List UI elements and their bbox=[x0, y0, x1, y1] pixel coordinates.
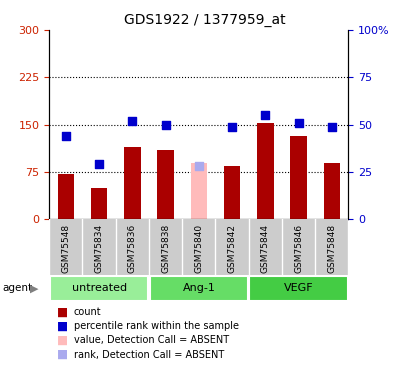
Text: ■: ■ bbox=[57, 320, 68, 333]
Text: count: count bbox=[74, 307, 101, 317]
Text: GSM75836: GSM75836 bbox=[128, 224, 137, 273]
Text: percentile rank within the sample: percentile rank within the sample bbox=[74, 321, 238, 331]
Point bbox=[261, 112, 268, 118]
Point bbox=[96, 162, 102, 168]
Text: ■: ■ bbox=[57, 348, 68, 361]
Point bbox=[63, 133, 69, 139]
Bar bbox=[249, 276, 347, 300]
Text: GSM75548: GSM75548 bbox=[61, 224, 70, 273]
Bar bbox=[90, 188, 107, 219]
Bar bbox=[323, 163, 339, 219]
Text: GSM75848: GSM75848 bbox=[326, 224, 335, 273]
Text: ■: ■ bbox=[57, 334, 68, 347]
Text: GSM75834: GSM75834 bbox=[94, 224, 103, 273]
Bar bbox=[57, 174, 74, 219]
Point bbox=[294, 120, 301, 126]
Text: GSM75842: GSM75842 bbox=[227, 224, 236, 273]
Point bbox=[328, 124, 334, 130]
Text: GSM75840: GSM75840 bbox=[194, 224, 203, 273]
Bar bbox=[157, 150, 173, 219]
Text: agent: agent bbox=[2, 284, 32, 293]
Point bbox=[162, 122, 169, 128]
Text: rank, Detection Call = ABSENT: rank, Detection Call = ABSENT bbox=[74, 350, 223, 360]
Point bbox=[195, 164, 202, 170]
Text: Ang-1: Ang-1 bbox=[182, 283, 215, 293]
Bar bbox=[256, 123, 273, 219]
Text: VEGF: VEGF bbox=[283, 283, 312, 293]
Bar bbox=[149, 276, 247, 300]
Text: GDS1922 / 1377959_at: GDS1922 / 1377959_at bbox=[124, 13, 285, 27]
Point bbox=[129, 118, 135, 124]
Bar bbox=[190, 163, 207, 219]
Text: ▶: ▶ bbox=[29, 284, 38, 293]
Text: untreated: untreated bbox=[71, 283, 126, 293]
Text: GSM75838: GSM75838 bbox=[161, 224, 170, 273]
Text: value, Detection Call = ABSENT: value, Detection Call = ABSENT bbox=[74, 336, 228, 345]
Bar bbox=[124, 147, 140, 219]
Text: GSM75844: GSM75844 bbox=[260, 224, 269, 273]
Text: ■: ■ bbox=[57, 306, 68, 318]
Bar bbox=[223, 166, 240, 219]
Bar bbox=[290, 136, 306, 219]
Bar bbox=[50, 276, 148, 300]
Text: GSM75846: GSM75846 bbox=[293, 224, 302, 273]
Point bbox=[228, 124, 235, 130]
